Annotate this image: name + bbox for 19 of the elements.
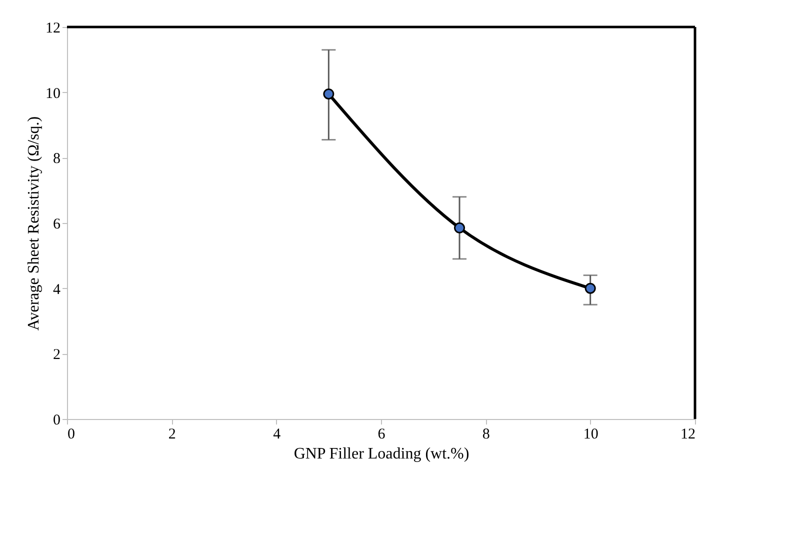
y-tick-label: 6 — [53, 216, 61, 232]
y-tick-label: 10 — [46, 86, 60, 102]
y-tick-label: 2 — [53, 347, 60, 364]
x-tick-label: 10 — [583, 426, 598, 442]
x-tick-label: 8 — [482, 426, 490, 442]
y-tick-label: 12 — [46, 20, 60, 36]
y-axis-title: Average Sheet Resistivity (Ω/sq.) — [26, 116, 42, 331]
point — [584, 282, 596, 294]
y-tick-label: 0 — [53, 412, 60, 428]
x-tick-label: 2 — [168, 426, 176, 442]
y-tick-label: 8 — [53, 151, 60, 168]
x-tick-label: 0 — [68, 426, 75, 442]
y-tick-label: 4 — [53, 282, 61, 298]
point — [323, 88, 334, 100]
point — [454, 222, 465, 234]
x-tick-label: 12 — [680, 426, 696, 442]
x-tick-label: 6 — [378, 426, 386, 442]
x-axis-title: GNP Filler Loading (wt.%) — [294, 446, 470, 462]
x-tick-label: 4 — [273, 426, 282, 442]
